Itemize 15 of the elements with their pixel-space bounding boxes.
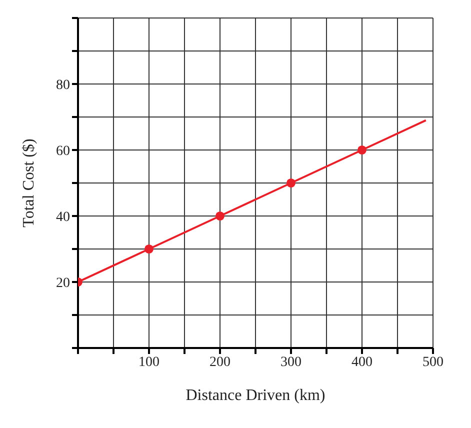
y-axis-title: Total Cost ($)	[20, 138, 38, 228]
x-tick-label: 400	[352, 354, 372, 370]
y-tick-label: 20	[56, 276, 70, 291]
point	[144, 244, 154, 254]
y-tick-label: 80	[56, 78, 70, 93]
x-axis-title: Distance Driven (km)	[186, 387, 326, 404]
x-tick-label: 300	[280, 354, 302, 370]
point	[286, 178, 296, 188]
x-tick-label: 100	[138, 354, 160, 370]
point	[215, 211, 225, 221]
x-tick-label: 500	[422, 354, 444, 370]
y-tick-label: 60	[56, 144, 70, 159]
point	[357, 145, 367, 155]
y-tick-label: 40	[56, 210, 70, 225]
x-tick-label: 200	[210, 354, 230, 370]
